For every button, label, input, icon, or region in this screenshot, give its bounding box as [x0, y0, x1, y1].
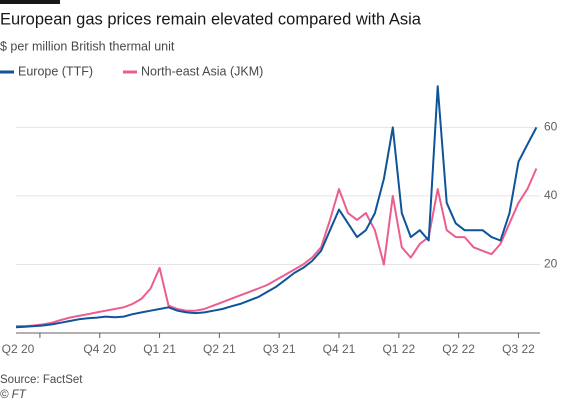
- y-tick-label: 40: [544, 188, 558, 202]
- legend-label: Europe (TTF): [18, 64, 93, 78]
- brand-bar: [0, 0, 60, 4]
- chart-title: European gas prices remain elevated comp…: [0, 10, 422, 28]
- x-tick-label: Q2 22: [442, 342, 475, 356]
- x-tick-label: Q3 22: [502, 342, 535, 356]
- source: Source: FactSet: [0, 374, 83, 386]
- y-tick-label: 20: [544, 257, 558, 271]
- series-line: [15, 85, 538, 329]
- x-tick-label: Q4 20: [83, 342, 116, 356]
- x-tick-label: Q1 21: [143, 342, 176, 356]
- x-tick-label: Q2 20: [2, 342, 35, 356]
- x-tick-label: Q1 22: [382, 342, 415, 356]
- x-tick-label: Q2 21: [203, 342, 236, 356]
- x-tick-label: Q3 21: [263, 342, 296, 356]
- y-tick-label: 60: [544, 120, 558, 134]
- chart-subtitle: $ per million British thermal unit: [0, 39, 175, 53]
- credit: © FT: [0, 389, 27, 400]
- x-tick-label: Q4 21: [323, 342, 356, 356]
- legend-label: North-east Asia (JKM): [141, 64, 263, 78]
- series-line: [16, 168, 538, 328]
